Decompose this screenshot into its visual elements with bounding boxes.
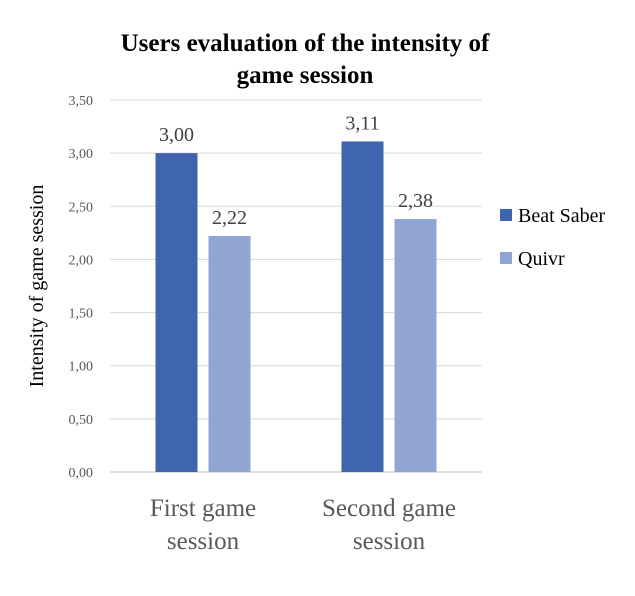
- legend-label-0: Beat Saber: [518, 205, 606, 227]
- y-tick-label-2: 1,00: [69, 360, 94, 375]
- chart-title-line-1: Users evaluation of the intensity of: [121, 30, 490, 57]
- legend: Beat Saber Quivr: [500, 205, 606, 270]
- bar-0-1: [208, 236, 251, 472]
- bar-0-0: [155, 153, 198, 472]
- legend-label-1: Quivr: [518, 248, 565, 270]
- y-tick-label-1: 0,50: [69, 413, 94, 428]
- x-category-label-1-0: Second game: [322, 495, 456, 522]
- bar-1-1: [394, 219, 437, 472]
- data-label-1-1: 2,38: [398, 190, 433, 212]
- y-tick-label-0: 0,00: [69, 466, 94, 481]
- legend-swatch-1: [500, 252, 512, 264]
- chart-title-line-2: game session: [237, 62, 374, 89]
- legend-swatch-0: [500, 209, 512, 221]
- y-tick-label-7: 3,50: [69, 94, 94, 109]
- x-category-label-0-0: First game: [150, 495, 256, 522]
- bar-1-0: [341, 141, 384, 473]
- data-labels: 3,00 2,22 3,11 2,38: [159, 112, 433, 229]
- data-label-0-1: 2,22: [212, 207, 247, 229]
- y-axis-label: Intensity of game session: [26, 185, 48, 388]
- data-label-1-0: 3,11: [345, 112, 379, 134]
- y-tick-label-6: 3,00: [69, 147, 94, 162]
- x-category-label-1-1: session: [353, 528, 426, 555]
- y-axis-ticks: 0,00 0,50 1,00 1,50 2,00 2,50 3,00 3,50: [69, 94, 94, 481]
- bars: [155, 141, 437, 473]
- x-axis-categories: First game session Second game session: [150, 495, 456, 555]
- y-tick-label-4: 2,00: [69, 253, 94, 268]
- y-tick-label-3: 1,50: [69, 307, 94, 322]
- x-category-label-0-1: session: [167, 528, 240, 555]
- chart-title: Users evaluation of the intensity of gam…: [121, 30, 490, 89]
- y-tick-label-5: 2,50: [69, 200, 94, 215]
- data-label-0-0: 3,00: [159, 124, 194, 146]
